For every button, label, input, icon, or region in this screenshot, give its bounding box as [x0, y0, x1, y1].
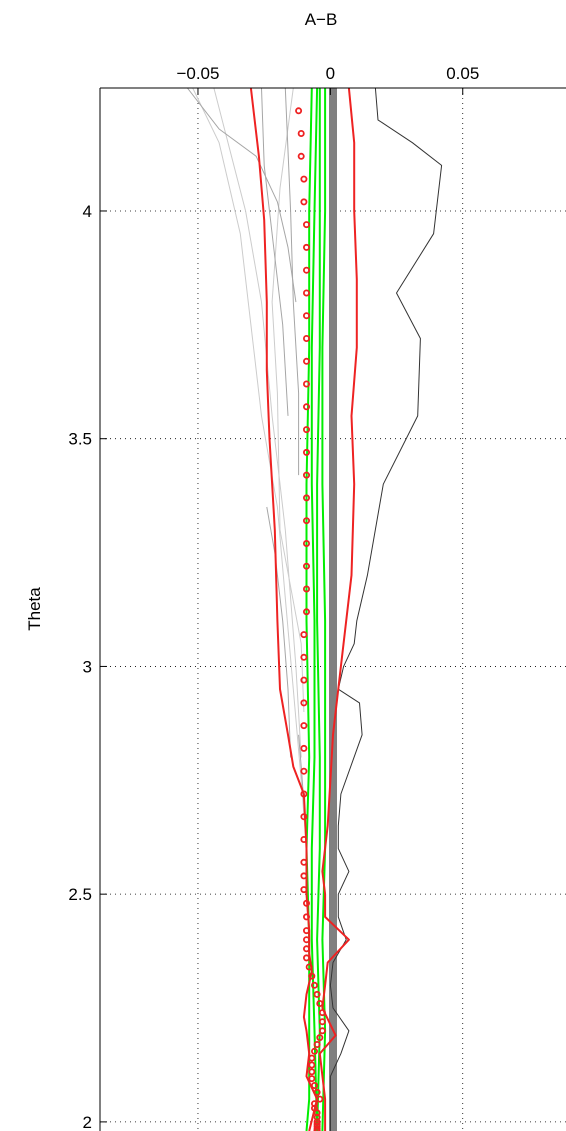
data-point-marker — [302, 357, 310, 365]
data-point-marker — [308, 972, 316, 980]
data-point-marker — [300, 767, 308, 775]
data-point-marker — [318, 1018, 326, 1026]
data-point-marker — [310, 1082, 318, 1090]
data-point-marker — [302, 448, 310, 456]
data-point-marker — [302, 403, 310, 411]
data-point-marker — [318, 1027, 326, 1035]
data-point-marker — [302, 608, 310, 616]
marker-group — [295, 107, 326, 1131]
series-line — [261, 87, 289, 416]
data-point-marker — [302, 471, 310, 479]
series-line — [249, 87, 319, 1131]
data-point-marker — [310, 1047, 318, 1055]
data-point-marker — [302, 913, 310, 921]
data-point-marker — [300, 722, 308, 730]
data-point-marker — [302, 585, 310, 593]
y-tick-label: 4 — [83, 202, 92, 221]
data-point-marker — [295, 107, 303, 115]
data-point-marker — [316, 1034, 324, 1042]
data-point-marker — [300, 790, 308, 798]
data-point-marker — [302, 540, 310, 548]
data-point-marker — [308, 1054, 316, 1062]
series-line — [192, 87, 307, 849]
series-line — [271, 87, 305, 713]
series-line — [329, 87, 443, 1131]
data-point-marker — [300, 813, 308, 821]
data-point-marker — [300, 631, 308, 639]
data-point-marker — [302, 517, 310, 525]
data-point-marker — [302, 899, 310, 907]
data-point-marker — [313, 1041, 321, 1049]
data-point-marker — [297, 152, 305, 160]
data-point-marker — [302, 380, 310, 388]
data-point-marker — [300, 699, 308, 707]
data-point-marker — [313, 990, 321, 998]
y-tick-label: 3.5 — [68, 430, 92, 449]
data-point-marker — [302, 312, 310, 320]
series-line — [321, 88, 327, 1131]
series-line — [213, 87, 302, 758]
data-point-marker — [308, 1068, 316, 1076]
data-point-marker — [302, 494, 310, 502]
data-point-marker — [302, 562, 310, 570]
data-point-marker — [302, 243, 310, 251]
chart-title: A−B — [305, 10, 338, 29]
data-point-marker — [302, 221, 310, 229]
series-line — [187, 87, 297, 303]
data-point-marker — [302, 334, 310, 342]
data-point-marker — [297, 129, 305, 137]
series-line — [266, 506, 292, 758]
data-point-marker — [300, 198, 308, 206]
data-point-marker — [300, 653, 308, 661]
data-point-marker — [310, 981, 318, 989]
series-line — [284, 87, 300, 476]
data-point-marker — [300, 836, 308, 844]
ticks: −0.05 0 0.05 2 2.5 3 3.5 4 — [68, 64, 479, 1131]
y-tick-label: 2 — [83, 1113, 92, 1131]
data-point-marker — [300, 886, 308, 894]
series-line — [310, 87, 319, 1131]
data-point-marker — [302, 927, 310, 935]
data-point-marker — [300, 676, 308, 684]
data-point-marker — [308, 1061, 316, 1069]
y-tick-label: 3 — [83, 657, 92, 676]
data-point-marker — [313, 1127, 321, 1131]
x-tick-label: 0 — [326, 64, 335, 83]
data-point-marker — [300, 175, 308, 183]
data-point-marker — [318, 1009, 326, 1017]
data-point-marker — [302, 426, 310, 434]
data-point-marker — [302, 945, 310, 953]
series-group — [187, 87, 443, 1131]
data-point-marker — [316, 1000, 324, 1008]
y-axis-label: Theta — [25, 587, 44, 631]
x-tick-label: −0.05 — [176, 64, 219, 83]
data-point-marker — [313, 1088, 321, 1096]
data-point-marker — [302, 289, 310, 297]
data-point-marker — [300, 872, 308, 880]
axes-frame — [99, 87, 566, 1131]
data-point-marker — [305, 963, 313, 971]
data-point-marker — [302, 954, 310, 962]
data-point-marker — [308, 1075, 316, 1083]
y-tick-label: 2.5 — [68, 885, 92, 904]
series-line — [318, 87, 358, 1131]
data-point-marker — [302, 936, 310, 944]
data-point-marker — [300, 744, 308, 752]
data-point-marker — [300, 858, 308, 866]
series-line — [316, 88, 321, 1131]
x-tick-label: 0.05 — [446, 64, 479, 83]
data-point-marker — [302, 266, 310, 274]
data-point-marker — [316, 1095, 324, 1103]
